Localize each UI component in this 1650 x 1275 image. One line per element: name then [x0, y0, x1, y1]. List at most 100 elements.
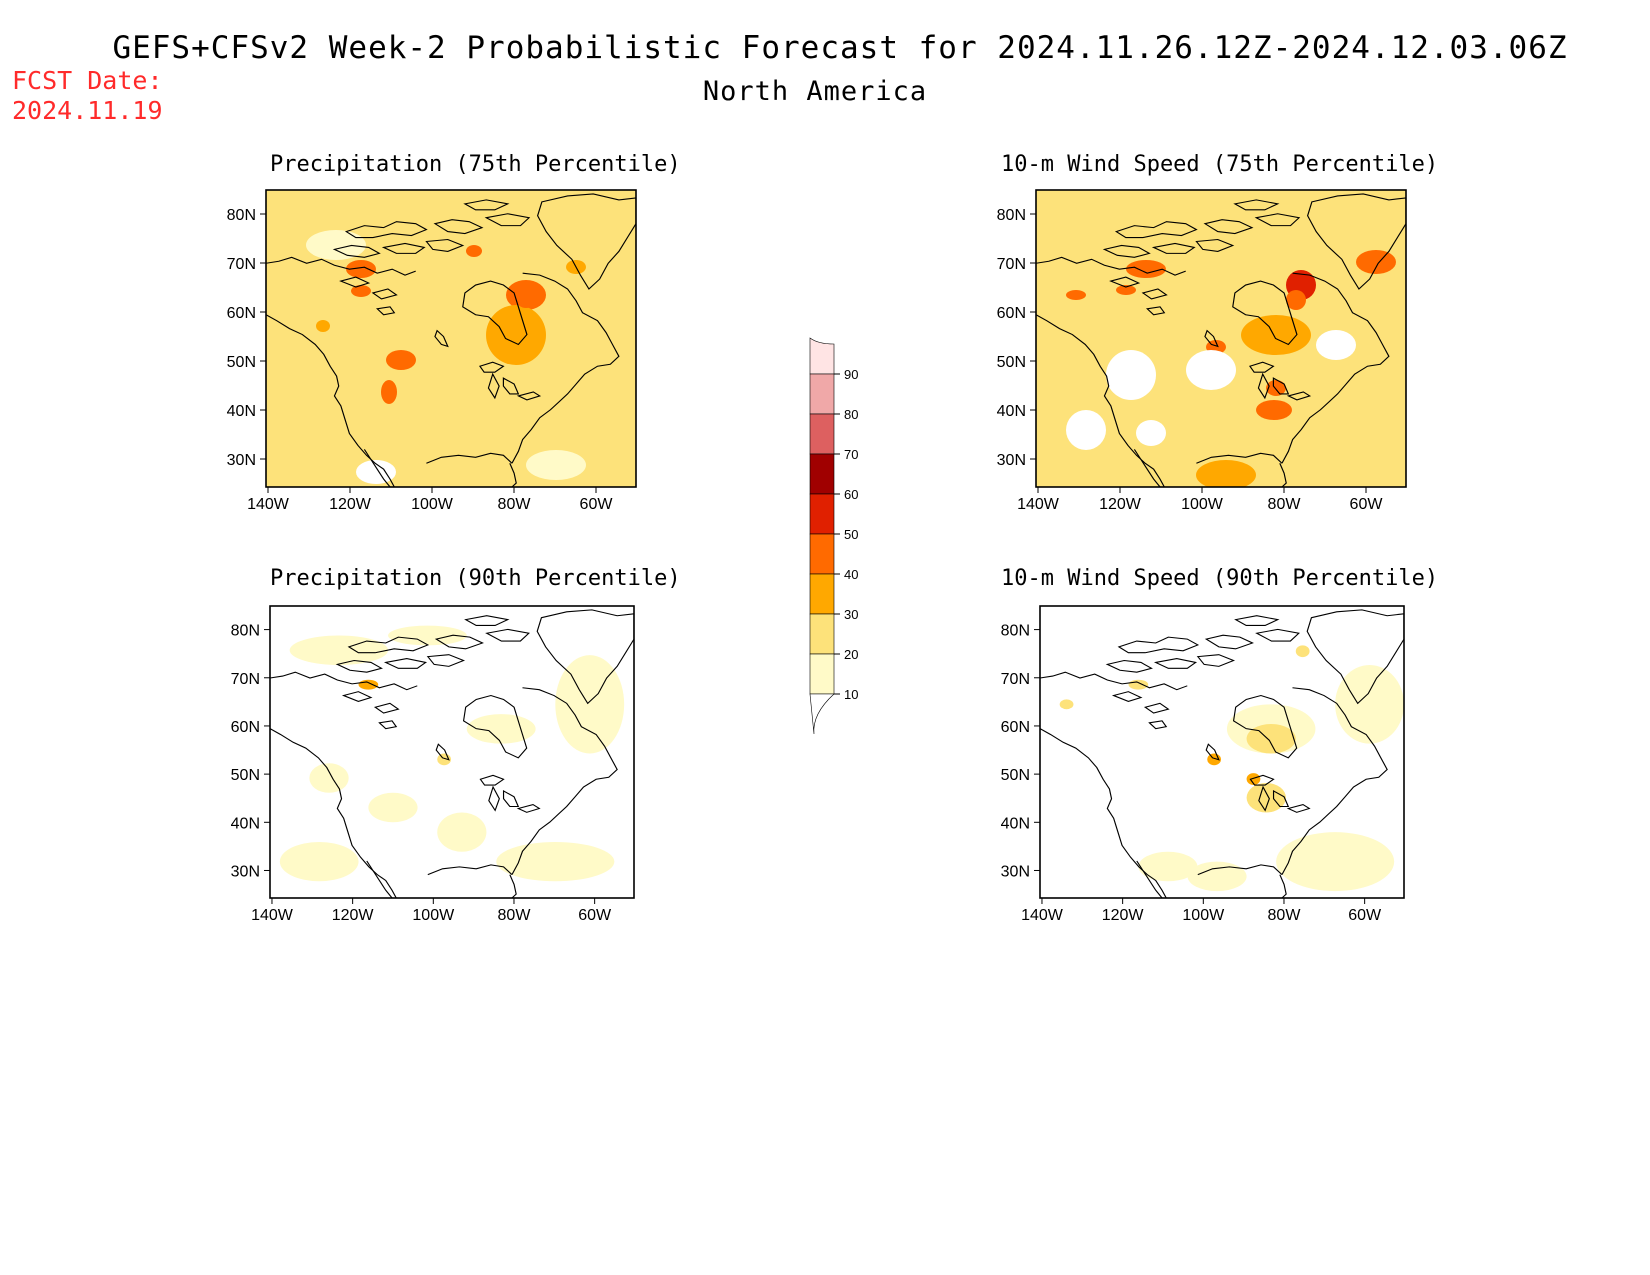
- colorbar-swatch: [809, 373, 835, 415]
- probability-area: [1196, 460, 1256, 487]
- lon-label: 140W: [247, 496, 290, 513]
- lon-label: 100W: [411, 496, 454, 513]
- probability-area: [289, 635, 389, 665]
- probability-area: [306, 230, 366, 260]
- colorbar-label: 90: [844, 367, 858, 382]
- probability-area: [381, 380, 397, 404]
- colorbar-swatch: [809, 453, 835, 495]
- probability-area: [1128, 679, 1149, 690]
- probability-area: [1246, 773, 1261, 785]
- colorbar-label: 60: [844, 487, 858, 502]
- lat-label: 50N: [1001, 767, 1030, 784]
- probability-area: [368, 792, 418, 823]
- colorbar-swatch: [809, 613, 835, 655]
- lon-label: 80W: [1268, 907, 1302, 924]
- probability-area: [1335, 664, 1404, 744]
- lat-label: 50N: [997, 354, 1026, 371]
- map-panel: 80N 70N 60N 50N 40N 30N 140W 120W 100W 80W 60W: [1001, 605, 1405, 924]
- colorbar: 90 80 70 60 50 40 30 20 10: [809, 337, 858, 735]
- lat-label: 80N: [227, 207, 256, 224]
- lat-label: 40N: [1001, 815, 1030, 832]
- lon-label: 120W: [1102, 907, 1145, 924]
- probability-area: [506, 240, 566, 280]
- lon-label: 120W: [329, 496, 372, 513]
- lat-label: 60N: [997, 305, 1026, 322]
- colorbar-label: 30: [844, 607, 858, 622]
- probability-area: [1246, 723, 1296, 754]
- probability-area: [1316, 330, 1356, 360]
- lon-label: 60W: [1348, 907, 1382, 924]
- colorbar-label: 40: [844, 567, 858, 582]
- lon-label: 140W: [1021, 907, 1064, 924]
- colorbar-swatch: [809, 493, 835, 535]
- lat-label: 70N: [1001, 671, 1030, 688]
- probability-area: [1059, 699, 1074, 710]
- probability-area: [466, 245, 482, 257]
- map-field: [1036, 190, 1406, 487]
- probability-area: [386, 350, 416, 370]
- lon-label: 80W: [1268, 496, 1302, 513]
- map-panel: 80N 70N 60N 50N 40N 30N 140W 120W 100W 80W 60W: [997, 189, 1407, 513]
- probability-area: [1295, 645, 1310, 658]
- probability-area: [1286, 290, 1306, 310]
- map-frame: [265, 189, 637, 488]
- map-frame: [269, 605, 635, 899]
- lat-label: 40N: [227, 403, 256, 420]
- probability-area: [1116, 285, 1136, 295]
- lat-label: 50N: [231, 767, 260, 784]
- panel-title-wind-75: 10-m Wind Speed (75th Percentile): [1001, 152, 1439, 177]
- probability-area: [358, 679, 379, 690]
- lat-label: 30N: [227, 452, 256, 469]
- probability-area: [309, 763, 349, 793]
- colorbar-swatch: [809, 573, 835, 615]
- map-panel: 80N 70N 60N 50N 40N 30N 140W 120W 100W 80W 60W: [227, 189, 637, 513]
- probability-area: [1186, 350, 1236, 390]
- probability-area: [516, 290, 536, 308]
- lon-label: 100W: [1181, 496, 1224, 513]
- lat-label: 60N: [1001, 719, 1030, 736]
- lat-label: 80N: [997, 207, 1026, 224]
- probability-area: [1246, 782, 1286, 813]
- probability-area: [1187, 861, 1247, 892]
- colorbar-cap-top: [809, 337, 835, 375]
- lon-label: 80W: [498, 496, 532, 513]
- probability-area: [437, 812, 487, 852]
- probability-area: [496, 841, 615, 882]
- map-panel: 80N 70N 60N 50N 40N 30N 140W 120W 100W 80W 60W: [231, 605, 635, 924]
- probability-area: [1096, 250, 1206, 310]
- probability-area: [286, 200, 416, 230]
- lon-label: 140W: [251, 907, 294, 924]
- colorbar-cap-bottom: [809, 693, 835, 735]
- map-frame: [1035, 189, 1407, 488]
- colorbar-swatch: [809, 653, 835, 695]
- probability-area: [346, 260, 376, 278]
- lat-label: 30N: [1001, 863, 1030, 880]
- probability-area: [1066, 290, 1086, 300]
- region-title: North America: [702, 76, 928, 107]
- lat-label: 30N: [231, 863, 260, 880]
- probability-area: [555, 655, 625, 754]
- lon-label: 60W: [1350, 496, 1384, 513]
- probability-area: [1366, 390, 1406, 480]
- lat-label: 70N: [231, 671, 260, 688]
- lon-label: 140W: [1017, 496, 1060, 513]
- probability-area: [1106, 350, 1156, 400]
- lat-label: 30N: [997, 452, 1026, 469]
- lat-label: 60N: [231, 719, 260, 736]
- probability-area: [486, 305, 546, 365]
- probability-area: [388, 625, 467, 646]
- probability-area: [1138, 851, 1198, 882]
- probability-area: [1256, 400, 1292, 420]
- map-field: [1040, 606, 1404, 898]
- lat-label: 40N: [997, 403, 1026, 420]
- lon-label: 100W: [412, 907, 455, 924]
- probability-area: [316, 320, 330, 332]
- lat-label: 40N: [231, 815, 260, 832]
- colorbar-swatch: [809, 533, 835, 575]
- probability-area: [279, 841, 359, 882]
- probability-area: [1266, 380, 1286, 396]
- probability-area: [436, 400, 556, 487]
- probability-area: [351, 285, 371, 297]
- lon-label: 120W: [332, 907, 375, 924]
- probability-area: [356, 460, 396, 484]
